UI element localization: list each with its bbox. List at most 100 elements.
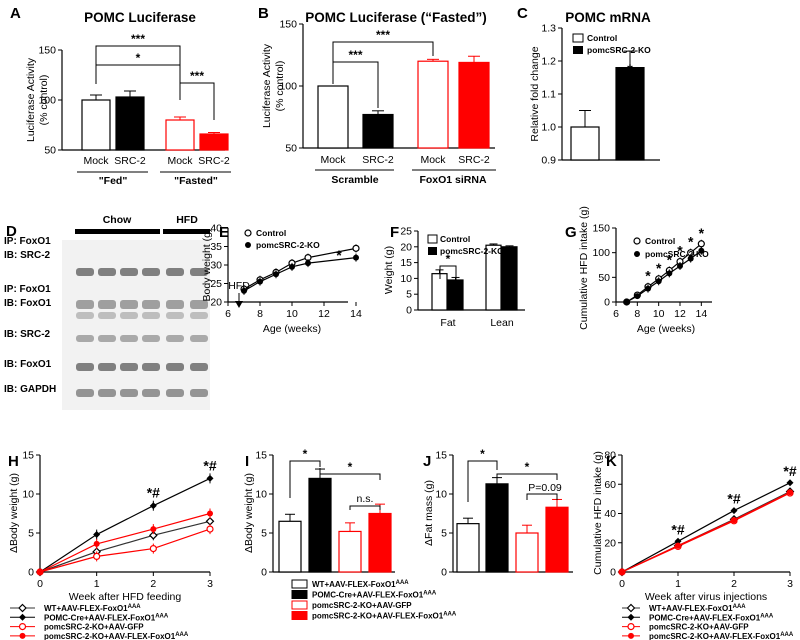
panel-b-ylabel: Luciferase Activity [261, 43, 273, 128]
panel-h-sig: *# [147, 485, 160, 501]
panel-h-legend-label: POMC-Cre+AAV-FLEX-FoxO1AAA [44, 613, 169, 622]
panel-b-title: POMC Luciferase (“Fasted”) [305, 10, 487, 25]
panel-e-point [305, 260, 311, 267]
panel-b-bar [362, 113, 394, 149]
panel-i-sig1-bracket [289, 460, 321, 498]
panel-g-point [697, 240, 705, 248]
panel-h-ytick-label: 15 [22, 450, 34, 462]
panel-b-cat-label: SRC-2 [458, 154, 490, 166]
panel-h-legend-label-base: pomcSRC-2-KO+AAV-FLEX-FoxO1 [44, 632, 176, 640]
panel-g-legend-label: Control [645, 236, 675, 246]
panel-b-ytick-label: 50 [285, 143, 297, 155]
panel-a-ytick-label: 100 [38, 95, 56, 107]
panel-g-point [677, 262, 683, 269]
panel-label-j: J [423, 453, 431, 470]
bar-legend-swatch [291, 600, 308, 610]
panel-h-sig: *# [203, 457, 216, 473]
panel-c-legend-label: pomcSRC-2-KO [587, 45, 651, 55]
panel-i-ns-bracket [349, 505, 381, 510]
panel-h-ylabel: ΔBody weight (g) [8, 473, 20, 553]
panel-k-legend-label-base: pomcSRC-2-KO+AAV-FLEX-FoxO1 [649, 632, 781, 640]
panel-a-ytick-label: 50 [44, 145, 56, 157]
panel-h-legend-label: WT+AAV-FLEX-FoxO1AAA [44, 604, 141, 613]
panel-g-ytick-label: 100 [592, 247, 610, 259]
panel-e-point [273, 271, 279, 278]
blot-background [62, 240, 210, 410]
panel-k-ylabel: Cumulative HFD intake (g) [592, 451, 604, 575]
blot-band [190, 268, 208, 276]
panel-k-legend-label: WT+AAV-FLEX-FoxO1AAA [649, 604, 746, 613]
panel-f-legend-label: pomcSRC-2-KO [440, 246, 504, 256]
panel-h-ytick-label: 5 [28, 528, 34, 540]
panel-g-legend-label: pomcSRC-2-KO [645, 249, 709, 259]
panel-a-bar [199, 133, 229, 151]
panel-j-ytick-label: 15 [435, 450, 447, 462]
panel-e-ytick-label: 30 [210, 260, 222, 272]
panel-k-point [730, 507, 738, 515]
panel-e-legend-marker [244, 229, 252, 237]
panel-h-xlabel: Week after HFD feeding [69, 591, 182, 603]
panel-h-legend-label-sup: AAA [155, 613, 169, 619]
panel-h-xtick-label: 1 [94, 578, 100, 590]
panel-h-legend-label-base: pomcSRC-2-KO+AAV-GFP [44, 623, 144, 632]
blot-row-label: IB: SRC-2 [4, 250, 51, 261]
blot-band [166, 363, 184, 371]
blot-band [142, 389, 160, 397]
blot-hfd-bar [163, 229, 210, 234]
panel-g-xtick-label: 12 [674, 308, 686, 320]
blot-band [190, 335, 208, 342]
panel-f-ytick-label: 5 [406, 289, 412, 301]
line-legend-marker [628, 632, 634, 639]
panel-f-cat-label: Fat [440, 317, 455, 329]
panel-b-cat-label: SRC-2 [362, 154, 394, 166]
panel-b-cat-label: Mock [320, 154, 346, 166]
panel-c-legend-swatch [573, 46, 583, 54]
panel-h-point [206, 525, 214, 533]
panel-k-point [674, 537, 682, 545]
blot-band [166, 312, 184, 319]
panel-k-ytick-label: 20 [604, 537, 616, 549]
panel-e-point [241, 287, 247, 294]
panel-k-point [731, 517, 737, 524]
panel-k-ytick-label: 80 [604, 450, 616, 462]
line-legend-marker [627, 613, 635, 621]
blot-band [98, 335, 116, 342]
panel-e-legend-marker [245, 242, 251, 248]
panel-label-a: A [10, 5, 21, 22]
bar-legend-label: pomcSRC-2-KO+AAV-FLEX-FoxO1AAA [312, 612, 457, 621]
panel-g-point [687, 255, 694, 262]
panel-a-cat-label: SRC-2 [114, 155, 146, 167]
panel-j-sig1-label: * [480, 447, 485, 461]
panel-a-bar [81, 99, 111, 151]
line-legend-marker [19, 613, 26, 621]
panel-k-legend-label-base: pomcSRC-2-KO+AAV-GFP [649, 623, 749, 632]
panel-j-ytick-label: 10 [435, 489, 447, 501]
blot-row-label: IP: FoxO1 [4, 236, 51, 247]
panel-j-ytick-label: 0 [441, 567, 447, 579]
panel-h-point [149, 544, 157, 553]
blot-band [76, 363, 94, 371]
panel-k-legend-label: POMC-Cre+AAV-FLEX-FoxO1AAA [649, 613, 774, 622]
panel-h-xtick-label: 2 [150, 578, 156, 590]
panel-k-xtick-label: 1 [675, 578, 681, 590]
bar-legend-swatch [291, 590, 308, 599]
panel-i-bar [368, 512, 392, 573]
panel-a-cat-label: Mock [167, 155, 193, 167]
blot-band [142, 363, 160, 371]
blot-band [166, 389, 184, 397]
panel-f-bar [501, 246, 518, 311]
panel-a-sig2-label: * [136, 51, 141, 65]
panel-g-sig: * [677, 243, 683, 259]
panel-a-ylabel: Luciferase Activity [25, 57, 37, 142]
panel-g-ytick-label: 50 [598, 272, 610, 284]
panel-h-series-line [39, 528, 211, 573]
panel-a-bar [165, 119, 195, 151]
panel-j-ytick-label: 5 [441, 528, 447, 540]
panel-i-ns-label: n.s. [357, 493, 374, 505]
panel-b-cat-label: Mock [420, 154, 446, 166]
panel-e-series-line [243, 257, 357, 292]
panel-label-g: G [565, 224, 577, 241]
panel-k-legend-label-sup: AAA [780, 632, 794, 638]
panel-f-ytick-label: 10 [400, 273, 412, 285]
